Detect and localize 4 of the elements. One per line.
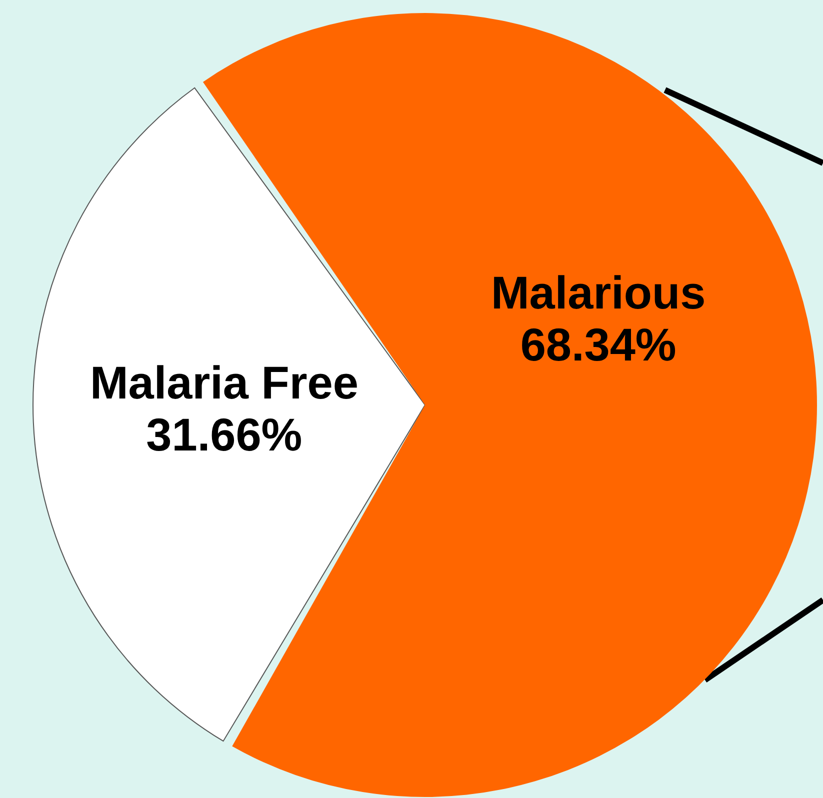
slice-label: Malaria Free	[90, 356, 358, 409]
data-label: 68.34%	[520, 318, 676, 371]
slice-label: Malarious	[490, 266, 706, 319]
data-label: 31.66%	[146, 408, 302, 461]
